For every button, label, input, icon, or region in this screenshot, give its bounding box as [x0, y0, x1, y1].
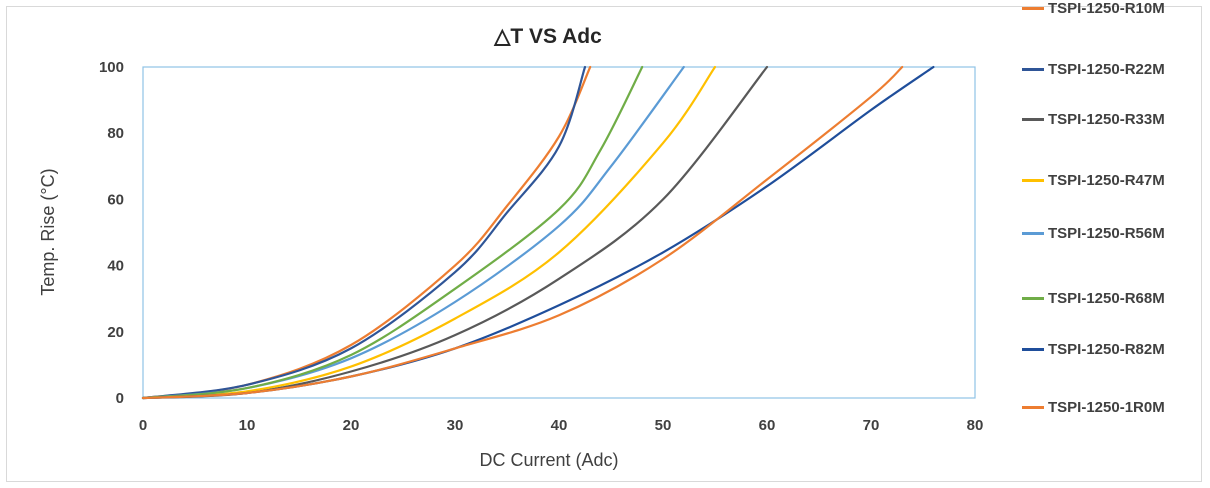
legend-item: TSPI-1250-R68M [1022, 288, 1165, 308]
legend-label: TSPI-1250-R56M [1048, 224, 1165, 242]
x-tick-label: 30 [447, 417, 464, 434]
legend-label: TSPI-1250-R47M [1048, 171, 1165, 189]
y-tick-label: 0 [116, 390, 124, 407]
legend-swatch [1022, 117, 1044, 121]
legend-swatch [1022, 67, 1044, 71]
legend-label: TSPI-1250-R22M [1048, 60, 1165, 78]
x-tick-label: 80 [967, 417, 984, 434]
legend-label: TSPI-1250-R82M [1048, 340, 1165, 358]
y-tick-label: 60 [107, 191, 124, 208]
legend-item: TSPI-1250-R33M [1022, 109, 1165, 129]
legend-item: TSPI-1250-R22M [1022, 59, 1165, 79]
x-tick-label: 20 [343, 417, 360, 434]
series-line-tspi-1250-r22m [141, 65, 587, 400]
x-tick-label: 0 [139, 417, 147, 434]
legend-label: TSPI-1250-1R0M [1048, 398, 1165, 416]
x-tick-label: 60 [759, 417, 776, 434]
legend-item: TSPI-1250-R56M [1022, 223, 1165, 243]
series-line-tspi-1250-r82m [141, 65, 935, 400]
legend-swatch [1022, 405, 1044, 409]
series-line-tspi-1250-1r0m [141, 65, 904, 400]
series-line-tspi-1250-r10m [141, 65, 592, 400]
y-tick-label: 80 [107, 125, 124, 142]
x-tick-label: 40 [551, 417, 568, 434]
y-axis-label: Temp. Rise (°C) [38, 168, 58, 295]
series-line-tspi-1250-r47m [141, 65, 717, 400]
legend-swatch [1022, 178, 1044, 182]
y-tick-label: 100 [99, 59, 124, 76]
legend-swatch [1022, 231, 1044, 235]
legend-item: TSPI-1250-R10M [1022, 0, 1165, 18]
legend-swatch [1022, 296, 1044, 300]
y-tick-label: 20 [107, 324, 124, 341]
chart-title: △T VS Adc [493, 25, 602, 48]
legend-label: TSPI-1250-R68M [1048, 289, 1165, 307]
x-axis-label: DC Current (Adc) [479, 450, 618, 470]
legend-item: TSPI-1250-R82M [1022, 339, 1165, 359]
legend-label: TSPI-1250-R10M [1048, 0, 1165, 17]
legend-label: TSPI-1250-R33M [1048, 110, 1165, 128]
series-line-tspi-1250-r56m [141, 65, 685, 400]
legend-swatch [1022, 6, 1044, 10]
y-tick-label: 40 [107, 258, 124, 275]
x-tick-label: 70 [863, 417, 880, 434]
legend-swatch [1022, 347, 1044, 351]
x-tick-label: 10 [239, 417, 256, 434]
series-line-tspi-1250-r68m [141, 65, 644, 400]
x-tick-label: 50 [655, 417, 672, 434]
plot-area [142, 66, 976, 399]
chart-frame [6, 6, 1202, 482]
legend-item: TSPI-1250-R47M [1022, 170, 1165, 190]
legend-item: TSPI-1250-1R0M [1022, 397, 1165, 417]
